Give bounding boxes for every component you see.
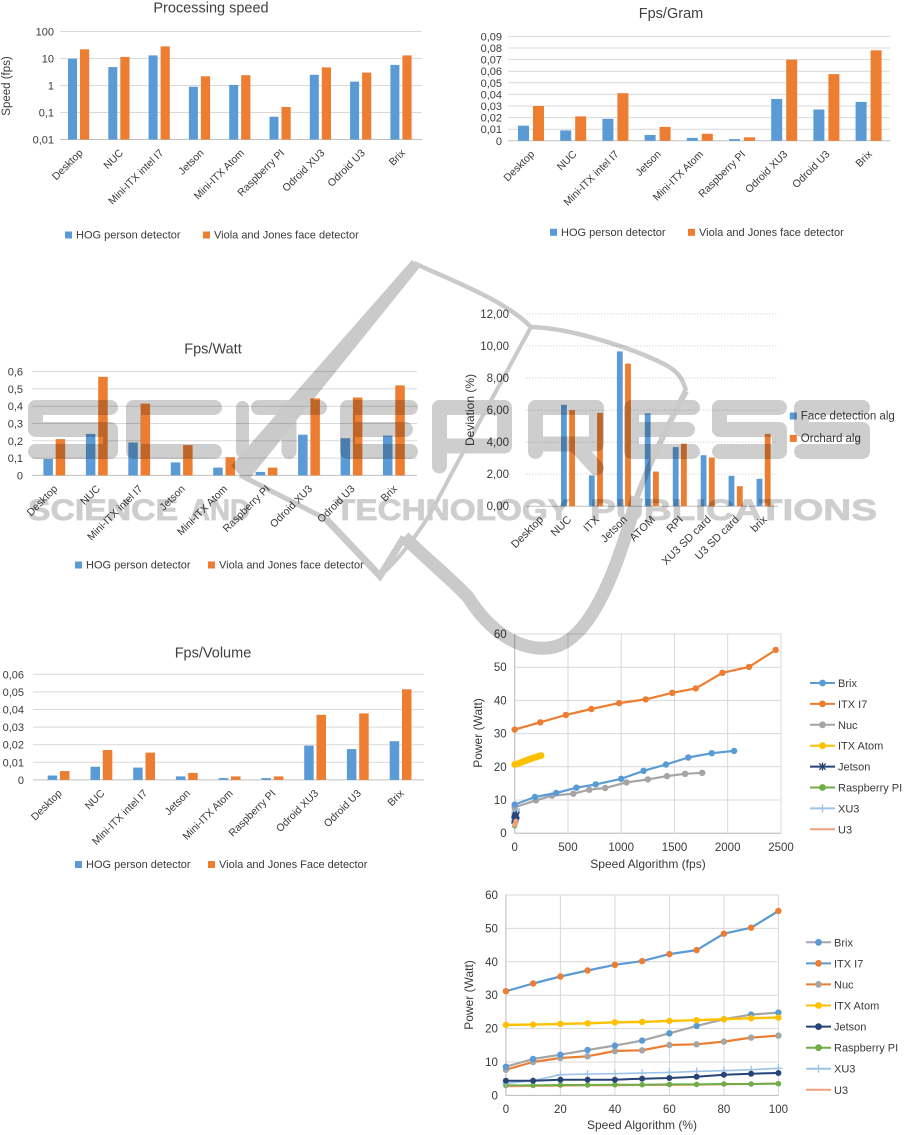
- svg-text:Nuc: Nuc: [834, 979, 854, 991]
- svg-text:Fps/Gram: Fps/Gram: [639, 6, 703, 22]
- svg-text:0: 0: [500, 828, 506, 840]
- svg-text:0,03: 0,03: [481, 101, 502, 113]
- svg-text:ITX Atom: ITX Atom: [838, 741, 883, 753]
- svg-text:0,5: 0,5: [8, 384, 23, 396]
- svg-text:Power (Watt): Power (Watt): [462, 960, 476, 1030]
- svg-text:HOG person detector: HOG person detector: [561, 227, 666, 239]
- svg-text:0,01: 0,01: [481, 124, 502, 136]
- svg-text:Nuc: Nuc: [838, 720, 858, 732]
- svg-text:Viola and Jones face detector: Viola and Jones face detector: [699, 227, 844, 239]
- svg-text:U3: U3: [834, 1085, 848, 1097]
- svg-text:Viola and Jones face detector: Viola and Jones face detector: [214, 230, 359, 242]
- svg-text:0,08: 0,08: [481, 43, 502, 55]
- svg-text:100: 100: [36, 27, 54, 39]
- svg-text:Speed Algorithm (%): Speed Algorithm (%): [587, 1118, 697, 1132]
- svg-text:10: 10: [42, 54, 54, 66]
- svg-text:Jetson: Jetson: [838, 762, 870, 774]
- svg-text:HOG person detector: HOG person detector: [86, 859, 191, 871]
- svg-text:80: 80: [718, 1104, 731, 1116]
- svg-text:20: 20: [485, 1024, 498, 1036]
- svg-text:0,2: 0,2: [8, 436, 23, 448]
- svg-text:Viola and Jones Face detector: Viola and Jones Face detector: [219, 859, 368, 871]
- svg-text:ITX I7: ITX I7: [838, 699, 867, 711]
- svg-text:HOG person detector: HOG person detector: [76, 230, 181, 242]
- svg-text:TECHNOLOGY: TECHNOLOGY: [335, 494, 570, 527]
- svg-text:0,05: 0,05: [3, 687, 24, 699]
- svg-text:Brix: Brix: [838, 678, 857, 690]
- svg-text:10: 10: [494, 795, 507, 807]
- svg-text:10,00: 10,00: [480, 341, 509, 353]
- svg-text:0,04: 0,04: [3, 705, 24, 717]
- svg-text:20: 20: [554, 1104, 567, 1116]
- svg-text:0,01: 0,01: [33, 135, 54, 147]
- svg-text:20: 20: [494, 762, 507, 774]
- svg-text:40: 40: [485, 957, 498, 969]
- svg-text:Speed (fps): Speed (fps): [1, 56, 13, 116]
- svg-text:40: 40: [494, 695, 507, 707]
- svg-text:Fps/Watt: Fps/Watt: [184, 342, 241, 358]
- svg-text:0,02: 0,02: [3, 740, 24, 752]
- svg-text:0: 0: [503, 1104, 509, 1116]
- svg-text:1000: 1000: [608, 842, 634, 854]
- svg-text:2500: 2500: [768, 842, 794, 854]
- svg-text:10: 10: [485, 1057, 498, 1069]
- svg-text:50: 50: [485, 923, 498, 935]
- svg-text:0: 0: [491, 1090, 497, 1102]
- svg-text:1500: 1500: [662, 842, 688, 854]
- svg-text:0,00: 0,00: [487, 501, 509, 513]
- svg-text:0,06: 0,06: [3, 669, 24, 681]
- svg-text:0: 0: [511, 842, 517, 854]
- svg-text:100: 100: [769, 1104, 788, 1116]
- svg-text:0,03: 0,03: [3, 722, 24, 734]
- svg-text:0,07: 0,07: [481, 55, 502, 67]
- svg-text:ITX I7: ITX I7: [834, 958, 863, 970]
- svg-text:60: 60: [485, 890, 498, 902]
- svg-text:0: 0: [496, 136, 502, 148]
- svg-text:40: 40: [609, 1104, 622, 1116]
- svg-text:HOG person detector: HOG person detector: [86, 560, 191, 572]
- svg-text:2,00: 2,00: [487, 469, 509, 481]
- svg-text:AND: AND: [190, 494, 250, 527]
- svg-text:Fps/Volume: Fps/Volume: [175, 646, 252, 662]
- svg-text:Jetson: Jetson: [834, 1022, 866, 1034]
- svg-text:50: 50: [494, 662, 507, 674]
- svg-text:ITX Atom: ITX Atom: [834, 1001, 879, 1013]
- svg-text:Viola and Jones face detector: Viola and Jones face detector: [219, 560, 364, 572]
- svg-text:1: 1: [48, 81, 54, 93]
- svg-text:XU3: XU3: [834, 1064, 855, 1076]
- svg-text:0: 0: [18, 775, 24, 787]
- svg-text:0: 0: [17, 470, 23, 482]
- svg-text:0,3: 0,3: [8, 419, 23, 431]
- svg-text:0,1: 0,1: [39, 108, 54, 120]
- svg-text:U3: U3: [838, 824, 852, 836]
- svg-text:2000: 2000: [715, 842, 741, 854]
- svg-text:0,1: 0,1: [8, 453, 23, 465]
- svg-text:Processing speed: Processing speed: [153, 1, 268, 17]
- svg-text:Brix: Brix: [834, 937, 853, 949]
- svg-text:500: 500: [558, 842, 577, 854]
- svg-text:30: 30: [485, 990, 498, 1002]
- svg-text:Raspberry PI: Raspberry PI: [834, 1043, 898, 1055]
- svg-text:0,09: 0,09: [481, 31, 502, 43]
- svg-text:0,02: 0,02: [481, 113, 502, 125]
- svg-text:0,06: 0,06: [481, 66, 502, 78]
- svg-text:XU3: XU3: [838, 803, 859, 815]
- svg-text:60: 60: [663, 1104, 676, 1116]
- svg-text:0,05: 0,05: [481, 78, 502, 90]
- svg-text:0,01: 0,01: [3, 757, 24, 769]
- svg-text:SCIENCE: SCIENCE: [28, 494, 178, 527]
- svg-text:30: 30: [494, 729, 507, 741]
- svg-text:Power (Watt): Power (Watt): [471, 698, 485, 768]
- svg-text:0,6: 0,6: [8, 367, 23, 379]
- svg-text:Raspberry PI: Raspberry PI: [838, 783, 902, 795]
- svg-text:0,4: 0,4: [8, 401, 23, 413]
- svg-text:0,04: 0,04: [481, 89, 502, 101]
- svg-text:12,00: 12,00: [480, 309, 509, 321]
- svg-text:Speed Algorithm (fps): Speed Algorithm (fps): [590, 857, 705, 871]
